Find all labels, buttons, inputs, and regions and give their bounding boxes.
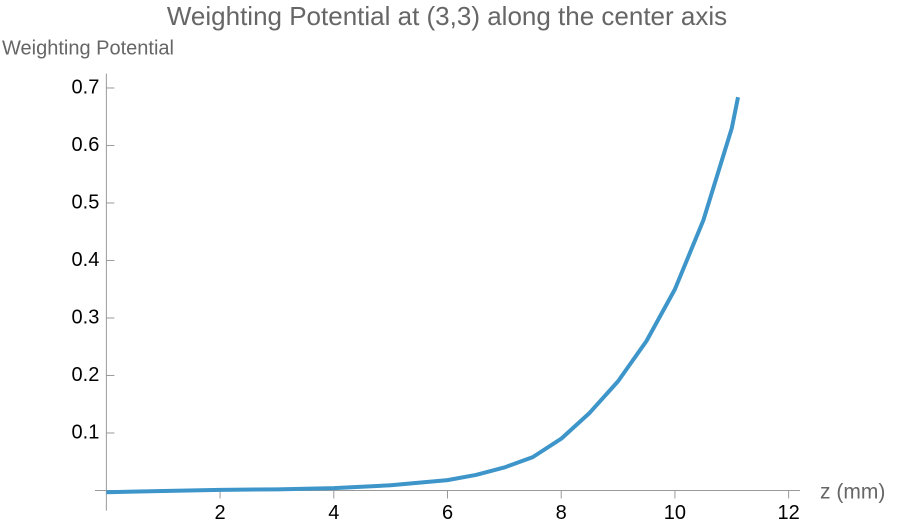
y-tick-label: 0.1 [72, 421, 100, 443]
y-tick-label: 0.5 [72, 191, 100, 213]
x-tick-label: 10 [664, 502, 686, 524]
y-axis-label: Weighting Potential [2, 37, 174, 59]
data-line [106, 96, 740, 495]
x-tick-label: 8 [556, 502, 567, 524]
y-tick-label: 0.2 [72, 364, 100, 386]
y-tick-label: 0.6 [72, 134, 100, 156]
x-axis-label: z (mm) [820, 481, 885, 504]
y-tick-label: 0.4 [72, 249, 100, 271]
x-tick-label: 12 [778, 502, 800, 524]
x-tick-label: 6 [442, 502, 453, 524]
x-tick-label: 4 [328, 502, 339, 524]
y-tick-label: 0.7 [72, 76, 100, 98]
y-tick-label: 0.3 [72, 306, 100, 328]
chart-title: Weighting Potential at (3,3) along the c… [167, 1, 727, 31]
x-tick-label: 2 [215, 502, 226, 524]
